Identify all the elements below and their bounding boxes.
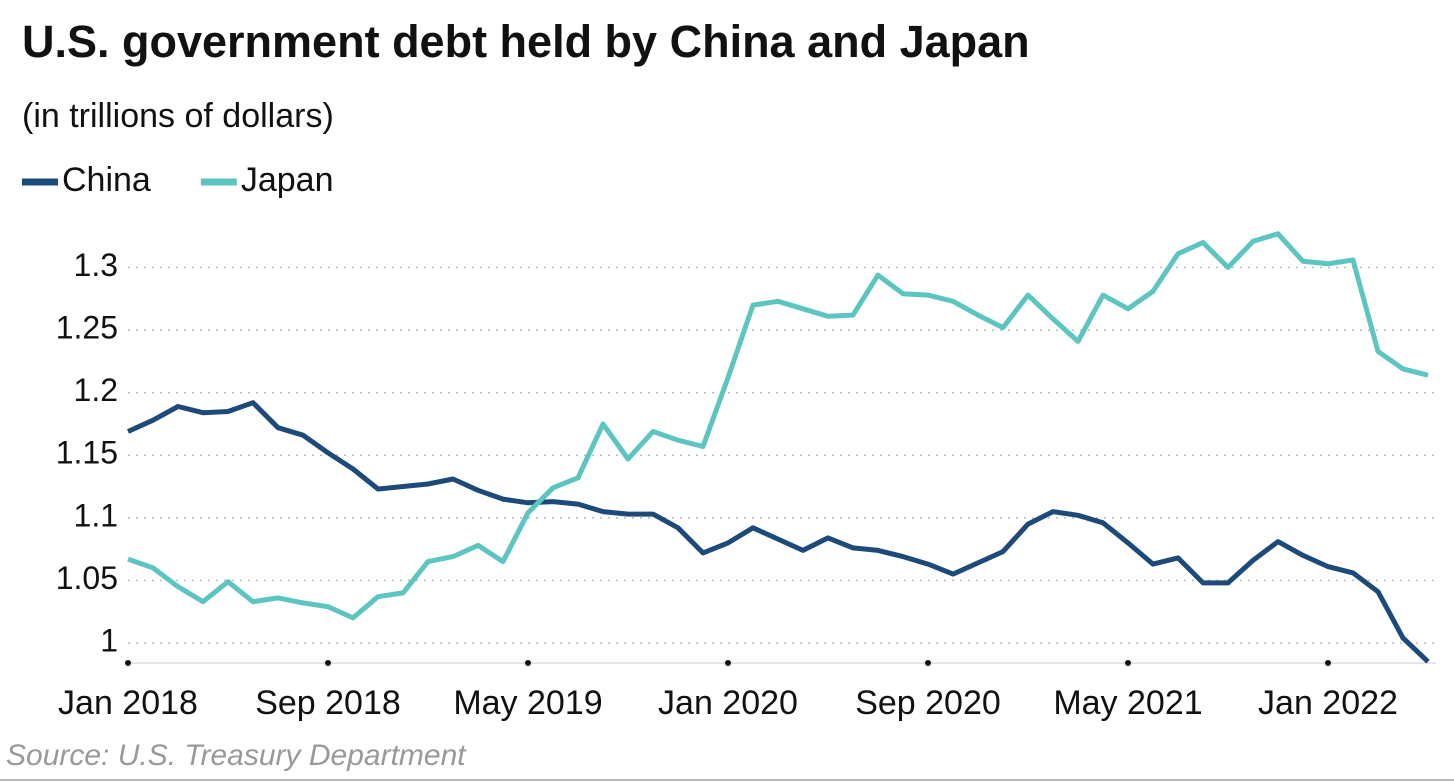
source: Source: U.S. Treasury Department <box>6 739 467 772</box>
x-tick-label: Jan 2020 <box>658 684 798 722</box>
y-tick-label: 1.2 <box>74 372 118 408</box>
y-tick-label: 1 <box>100 622 118 658</box>
x-tick <box>1125 660 1131 666</box>
x-tick-label: Jan 2022 <box>1258 684 1398 722</box>
y-tick-label: 1.1 <box>74 497 118 533</box>
legend-label: Japan <box>241 161 334 199</box>
line-series <box>126 400 1430 664</box>
x-tick <box>725 660 731 666</box>
y-tick-label: 1.25 <box>56 310 118 346</box>
x-tick-label: May 2021 <box>1053 684 1202 722</box>
x-tick <box>125 660 131 666</box>
x-tick-label: Sep 2018 <box>255 684 401 722</box>
x-tick <box>1325 660 1331 666</box>
x-tick <box>525 660 531 666</box>
x-tick <box>325 660 331 666</box>
x-tick-label: Sep 2020 <box>855 684 1001 722</box>
y-tick-label: 1.05 <box>56 560 118 596</box>
chart-title: U.S. government debt held by China and J… <box>22 16 1030 67</box>
line-series <box>127 231 1429 621</box>
x-tick <box>925 660 931 666</box>
x-tick-label: Jan 2018 <box>58 684 198 722</box>
chart-subtitle: (in trillions of dollars) <box>22 97 334 135</box>
y-tick-label: 1.15 <box>56 435 118 471</box>
legend-label: China <box>62 161 151 199</box>
x-tick-label: May 2019 <box>453 684 602 722</box>
y-tick-label: 1.3 <box>74 247 118 283</box>
